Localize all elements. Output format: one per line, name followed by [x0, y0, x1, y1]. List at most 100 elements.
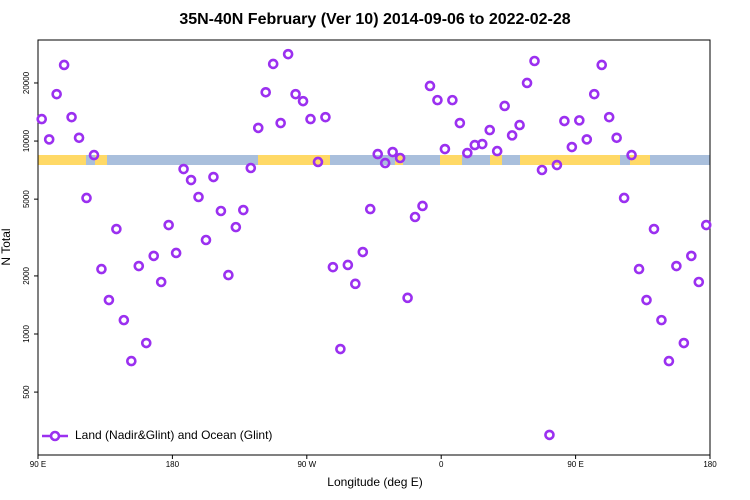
point: [327, 261, 339, 273]
point: [394, 152, 406, 164]
y-tick-label: 10000: [22, 129, 31, 152]
point: [133, 260, 145, 272]
point: [409, 211, 421, 223]
point: [648, 223, 660, 235]
point: [275, 117, 286, 129]
point: [267, 58, 279, 70]
x-axis-label: Longitude (deg E): [327, 475, 422, 489]
point: [432, 94, 443, 106]
point: [155, 276, 167, 288]
point: [320, 111, 331, 123]
point: [566, 141, 578, 153]
band-land: [95, 155, 107, 165]
point: [491, 145, 503, 157]
point: [290, 88, 301, 100]
band-land: [490, 155, 502, 165]
point: [447, 94, 458, 106]
point: [118, 314, 130, 326]
point: [200, 234, 212, 246]
point: [387, 146, 398, 158]
point: [126, 355, 137, 367]
point: [514, 119, 525, 131]
legend-marker: [49, 430, 61, 442]
point: [51, 88, 62, 100]
point: [618, 192, 630, 204]
point: [260, 86, 272, 98]
point: [574, 115, 585, 126]
point: [499, 100, 510, 112]
point: [462, 147, 473, 159]
point: [700, 219, 712, 231]
point: [282, 48, 294, 60]
point: [305, 113, 316, 125]
point: [671, 260, 682, 272]
point: [350, 278, 361, 290]
point: [521, 77, 533, 89]
point: [424, 80, 436, 92]
chart-title: 35N-40N February (Ver 10) 2014-09-06 to …: [179, 11, 570, 28]
band-ocean: [38, 155, 710, 165]
point: [603, 111, 615, 123]
point: [357, 246, 369, 258]
point: [81, 192, 92, 204]
band-land: [440, 155, 462, 165]
point: [633, 263, 645, 275]
point: [544, 429, 555, 441]
band-land: [258, 155, 330, 165]
land-ocean-band: [38, 155, 710, 165]
point: [230, 221, 242, 233]
point: [656, 314, 667, 326]
y-tick-label: 5000: [22, 190, 31, 208]
point: [364, 203, 376, 215]
point: [178, 163, 189, 175]
point: [312, 156, 324, 168]
point: [476, 138, 488, 150]
point: [238, 204, 249, 216]
legend-label: Land (Nadir&Glint) and Ocean (Glint): [75, 428, 272, 442]
x-tick-label: 90 E: [30, 460, 46, 469]
point: [103, 294, 115, 306]
x-tick-label: 90 E: [567, 460, 583, 469]
x-tick-label: 0: [439, 460, 444, 469]
point: [417, 200, 428, 212]
point: [170, 247, 182, 259]
point: [163, 219, 174, 231]
point: [66, 111, 77, 123]
point: [379, 157, 391, 169]
point: [36, 113, 48, 125]
point: [611, 132, 622, 144]
y-tick-label: 20000: [22, 71, 31, 94]
point: [626, 149, 637, 161]
point: [88, 149, 100, 161]
point: [58, 59, 70, 71]
point: [439, 143, 451, 155]
y-axis-label: N Total: [0, 228, 13, 265]
point: [208, 171, 219, 183]
plot-frame: [37, 39, 711, 456]
point: [223, 269, 234, 281]
x-tick-label: 180: [703, 460, 717, 469]
point: [454, 117, 466, 129]
point: [252, 122, 264, 134]
point: [529, 55, 540, 67]
point: [96, 263, 107, 275]
point: [185, 174, 197, 186]
point: [140, 337, 152, 349]
point: [148, 250, 160, 262]
x-tick-label: 180: [166, 460, 180, 469]
point: [402, 292, 413, 304]
point: [43, 134, 55, 145]
point: [215, 205, 227, 217]
point: [193, 191, 204, 203]
point: [693, 276, 705, 288]
point: [551, 159, 563, 171]
y-tick-label: 2000: [22, 266, 31, 284]
point: [111, 223, 122, 235]
point: [506, 130, 518, 141]
point: [641, 294, 652, 306]
point: [559, 115, 570, 127]
point: [678, 337, 690, 349]
point: [596, 59, 608, 71]
